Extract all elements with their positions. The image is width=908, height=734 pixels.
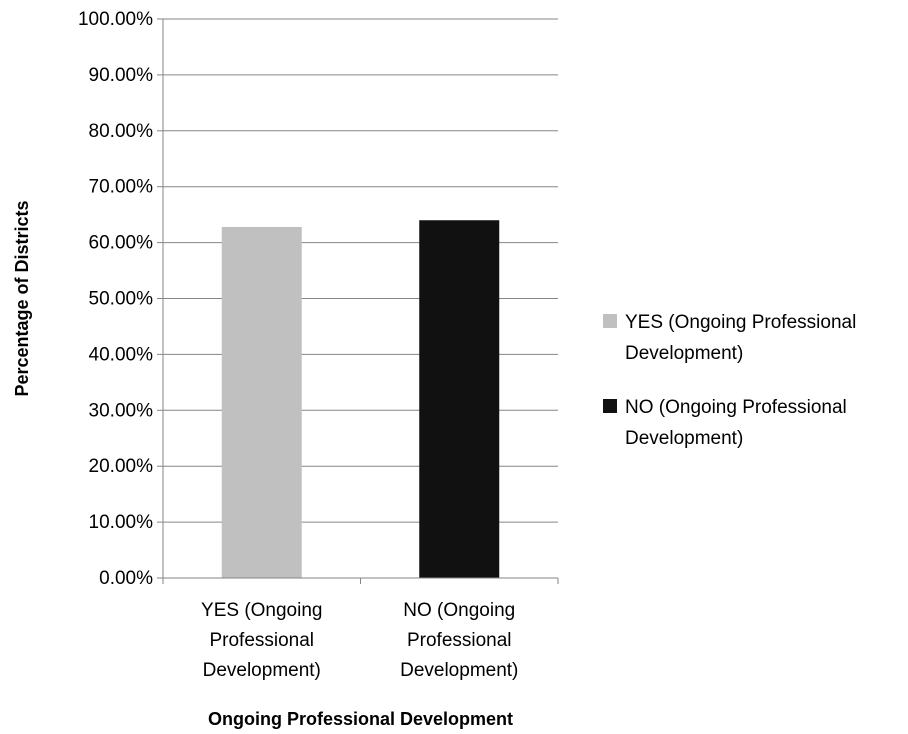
y-tick-label: 60.00% [89, 233, 154, 254]
y-tick-label: 70.00% [89, 177, 154, 198]
bar-yes [221, 226, 302, 578]
y-tick-labels: 0.00% 10.00% 20.00% 30.00% 40.00% 50.00% 60.00… [78, 9, 153, 589]
y-tick-label: 0.00% [99, 568, 153, 589]
y-tick-label: 100.00% [78, 9, 153, 30]
legend-label: NO (Ongoing Professional Development) [625, 397, 847, 449]
legend-swatch [603, 399, 617, 413]
y-tick-label: 10.00% [89, 512, 154, 533]
y-tick-label: 20.00% [89, 456, 154, 477]
legend: YES (Ongoing Professional Development) NO … [603, 312, 856, 449]
bars [221, 220, 500, 579]
x-tick-labels: YES (Ongoing Professional Development) NO (… [162, 578, 559, 681]
y-tick-label: 80.00% [89, 121, 154, 142]
y-tick-label: 90.00% [89, 65, 154, 86]
bar-no [419, 220, 500, 579]
y-tick-label: 30.00% [89, 400, 154, 421]
legend-swatch [603, 314, 617, 328]
x-tick-label: YES (Ongoing Professional Development) [201, 600, 322, 681]
x-tick-label: NO (Ongoing Professional Development) [400, 600, 518, 681]
legend-label: YES (Ongoing Professional Development) [625, 312, 856, 364]
y-tick-label: 50.00% [89, 289, 154, 310]
x-axis-title: Ongoing Professional Development [208, 709, 513, 729]
y-tick-label: 40.00% [89, 344, 154, 365]
y-axis-title: Percentage of Districts [12, 200, 32, 396]
